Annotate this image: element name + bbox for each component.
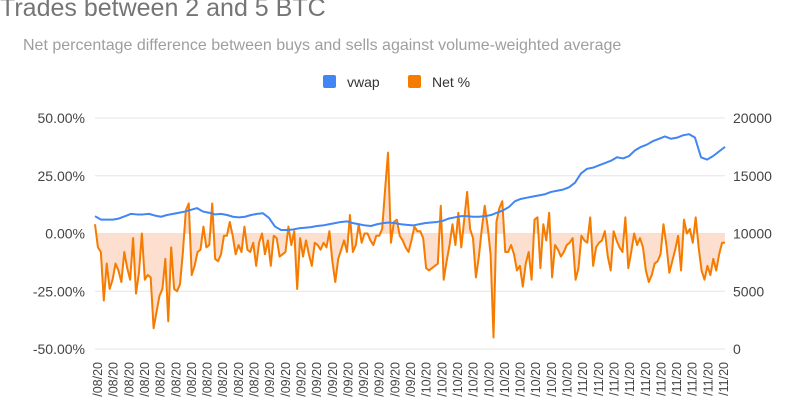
x-tick-label: /08/20 [248,362,262,397]
x-tick-label: /09/20 [310,362,324,397]
x-tick-label: /10/20 [420,362,434,397]
x-tick-label: /11/20 [608,362,622,396]
x-tick-label: /08/20 [91,362,105,397]
x-tick-label: /08/20 [216,362,230,397]
x-tick-label: /10/20 [498,362,512,397]
left-axis-tick-label: -25.00% [33,283,85,299]
left-axis-tick-label: 50.00% [38,110,85,126]
legend-label-vwap: vwap [347,74,380,90]
right-axis-tick-label: 5000 [733,283,764,299]
x-tick-label: /11/20 [576,362,590,396]
x-tick-label: /09/20 [404,362,418,397]
left-axis-tick-label: 25.00% [38,168,85,184]
x-tick-label: /08/20 [201,362,215,397]
x-tick-label: /09/20 [263,362,277,397]
chart-title: Trades between 2 and 5 BTC [0,0,326,22]
x-tick-label: /10/20 [545,362,559,397]
x-tick-label: /08/20 [169,362,183,397]
x-tick-label: /08/20 [154,362,168,397]
x-tick-label: /09/20 [279,362,293,397]
net-line [94,151,725,339]
x-tick-label: /11/20 [592,362,606,396]
right-axis-tick-label: 20000 [733,110,772,126]
x-tick-label: /10/20 [482,362,496,397]
x-tick-label: /11/20 [670,362,684,396]
x-tick-label: /11/20 [701,362,715,396]
legend-swatch-net [408,75,421,88]
x-tick-label: /11/20 [686,362,700,396]
x-tick-label: /09/20 [373,362,387,397]
x-tick-label: /10/20 [451,362,465,397]
x-tick-label: /08/20 [107,362,121,397]
chart-subtitle: Net percentage difference between buys a… [23,37,622,54]
x-tick-label: /08/20 [232,362,246,397]
x-tick-label: /09/20 [388,362,402,397]
legend-label-net: Net % [432,74,470,90]
x-tick-label: /10/20 [435,362,449,397]
x-tick-label: /08/20 [122,362,136,397]
x-tick-label: /10/20 [561,362,575,397]
x-tick-label: /09/20 [341,362,355,397]
right-axis-tick-label: 15000 [733,168,772,184]
x-tick-label: /10/20 [529,362,543,397]
x-tick-label: /11/20 [623,362,637,396]
right-axis-tick-label: 10000 [733,226,772,242]
left-axis-tick-label: -50.00% [33,341,85,357]
x-tick-label: /11/20 [654,362,668,396]
x-tick-label: /10/20 [467,362,481,397]
vwap-line [94,133,726,232]
x-tick-label: /10/20 [514,362,528,397]
x-tick-label: /09/20 [326,362,340,397]
legend-swatch-vwap [323,75,336,88]
left-axis-tick-label: 0.00% [45,226,85,242]
x-tick-label: /08/20 [185,362,199,397]
x-tick-label: /08/20 [138,362,152,397]
x-tick-label: /09/20 [294,362,308,397]
x-tick-label: /11/20 [717,362,731,396]
x-tick-label: /09/20 [357,362,371,397]
x-tick-label: /11/20 [639,362,653,396]
right-axis-tick-label: 0 [733,341,741,357]
